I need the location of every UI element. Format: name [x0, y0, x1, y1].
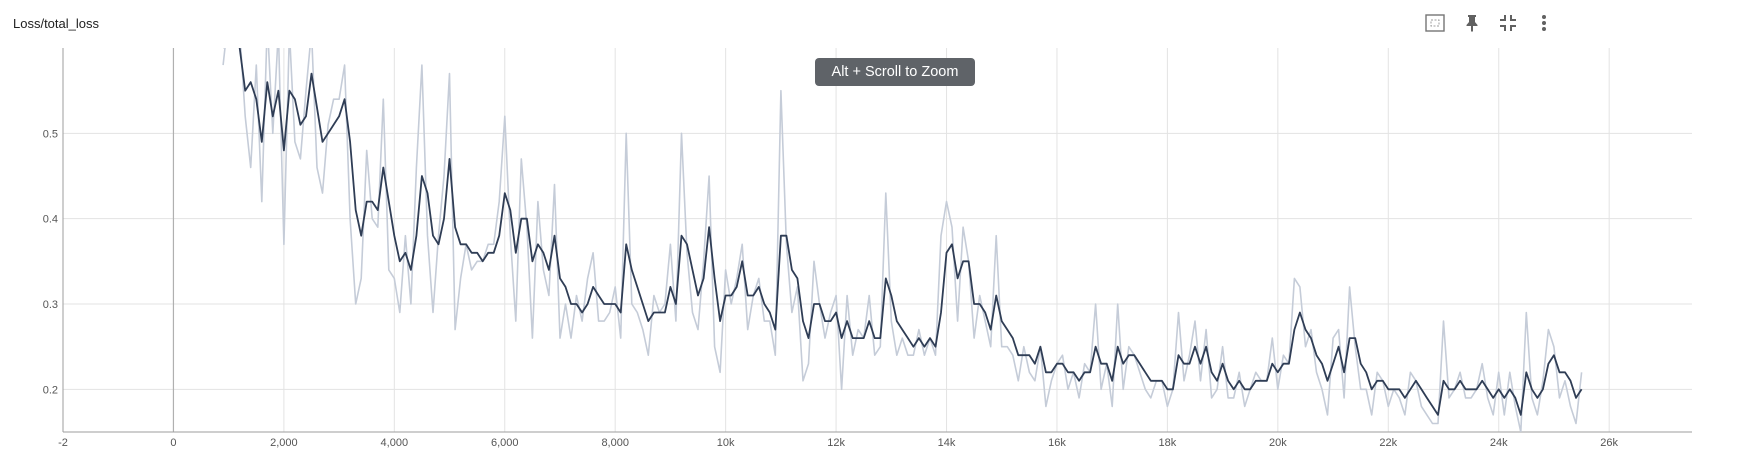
axes: [62, 48, 1692, 433]
pin-icon: [1466, 15, 1478, 32]
x-tick-label: 22k: [1379, 437, 1397, 449]
x-tick-label: 8,000: [601, 437, 629, 449]
y-tick-label: 0.2: [43, 384, 58, 396]
y-tick-label: 0.5: [43, 128, 58, 140]
y-tick-label: 0.4: [43, 214, 58, 226]
y-tick-labels: 0.2 0.3 0.4 0.5: [43, 128, 58, 396]
x-tick-label: 4,000: [381, 437, 409, 449]
fit-domain-icon: [1425, 14, 1445, 32]
y-tick-label: 0.3: [43, 299, 58, 311]
x-tick-label: 14k: [938, 437, 956, 449]
smoothed-series-line: [223, 48, 1583, 416]
x-tick-label: 6,000: [491, 437, 519, 449]
collapse-icon: [1500, 15, 1516, 31]
x-tick-label: 0: [170, 437, 176, 449]
more-options-button[interactable]: [1533, 12, 1555, 34]
x-tick-label: 16k: [1048, 437, 1066, 449]
collapse-button[interactable]: [1497, 12, 1519, 34]
x-tick-labels: -2 0 2,000 4,000 6,000 8,000 10k 12k 14k 16k 18k 20…: [58, 437, 1618, 449]
series-lines: [222, 48, 1583, 432]
fit-domain-button[interactable]: [1424, 12, 1446, 34]
x-tick-label: 2,000: [270, 437, 298, 449]
x-tick-label: 12k: [827, 437, 845, 449]
chart-title: Loss/total_loss: [13, 16, 99, 31]
zoom-hint-tooltip: Alt + Scroll to Zoom: [815, 58, 975, 86]
x-tick-label: 26k: [1600, 437, 1618, 449]
x-tick-label: 20k: [1269, 437, 1287, 449]
more-vert-icon: [1542, 15, 1546, 31]
pin-button[interactable]: [1461, 12, 1483, 34]
x-tick-label: 10k: [717, 437, 735, 449]
x-tick-label: -2: [58, 437, 68, 449]
raw-series-line: [222, 48, 1583, 432]
x-tick-label: 18k: [1159, 437, 1177, 449]
x-tick-label: 24k: [1490, 437, 1508, 449]
